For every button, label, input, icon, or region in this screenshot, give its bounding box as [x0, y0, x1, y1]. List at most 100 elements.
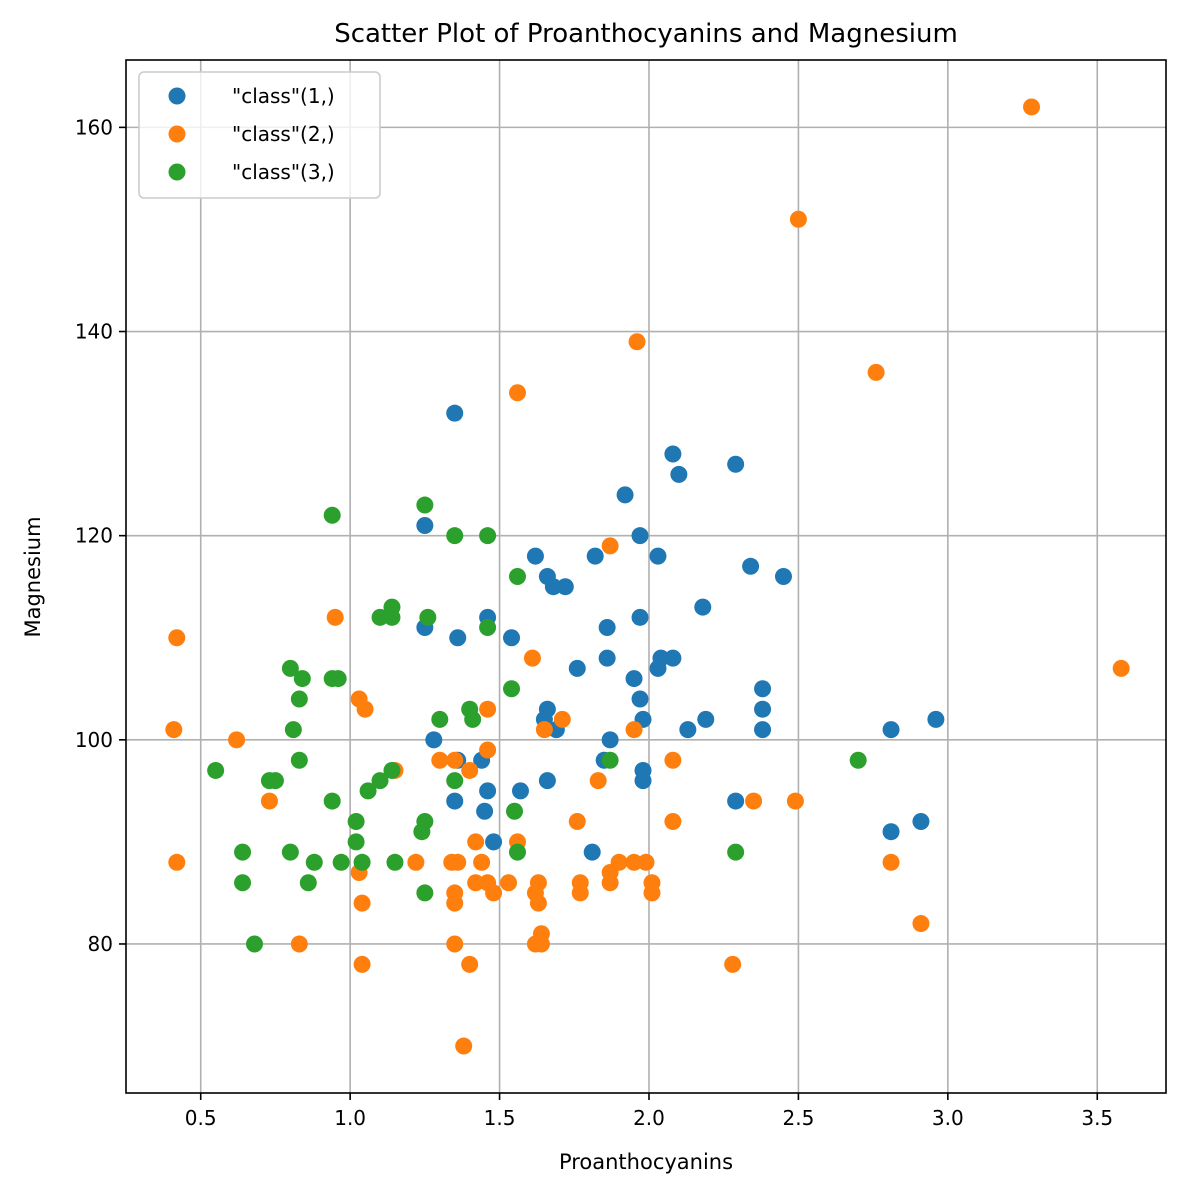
data-point	[882, 721, 900, 739]
data-point	[503, 629, 521, 647]
y-tick-label: 80	[88, 932, 113, 956]
legend-marker	[168, 163, 186, 181]
data-point	[664, 751, 682, 769]
x-tick-label: 3.0	[932, 1106, 964, 1130]
data-point	[290, 690, 308, 708]
data-point	[786, 792, 804, 810]
data-point	[281, 843, 299, 861]
data-point	[754, 680, 772, 698]
data-point	[353, 894, 371, 912]
x-tick-label: 1.5	[484, 1106, 516, 1130]
data-point	[628, 333, 646, 351]
data-point	[431, 710, 449, 728]
data-point	[634, 761, 652, 779]
data-point	[511, 782, 529, 800]
data-point	[849, 751, 867, 769]
data-point	[506, 802, 524, 820]
data-point	[598, 619, 616, 637]
data-point	[529, 894, 547, 912]
data-point	[446, 935, 464, 953]
data-point	[664, 812, 682, 830]
data-point	[305, 853, 323, 871]
data-point	[643, 884, 661, 902]
data-point	[601, 537, 619, 555]
data-point	[583, 843, 601, 861]
data-point	[508, 843, 526, 861]
data-point	[299, 874, 317, 892]
data-point	[535, 721, 553, 739]
data-point	[479, 741, 497, 759]
data-point	[356, 700, 374, 718]
series-class-3	[207, 496, 867, 953]
data-point	[234, 843, 252, 861]
data-point	[523, 649, 541, 667]
data-point	[724, 955, 742, 973]
data-point	[479, 700, 497, 718]
data-point	[774, 568, 792, 585]
data-point	[386, 853, 404, 871]
data-point	[601, 751, 619, 769]
data-point	[485, 884, 503, 902]
data-point	[165, 721, 183, 739]
data-point	[553, 710, 571, 728]
data-point	[234, 874, 252, 892]
data-point	[631, 527, 649, 545]
data-point	[568, 812, 586, 830]
data-point	[867, 363, 885, 381]
data-point	[1023, 98, 1041, 116]
y-tick-label: 120	[75, 524, 113, 548]
data-point	[601, 731, 619, 749]
data-point	[284, 721, 302, 739]
data-point	[419, 608, 437, 626]
data-point	[326, 608, 344, 626]
data-point	[467, 833, 485, 851]
data-point	[476, 802, 494, 820]
data-point	[416, 516, 434, 534]
data-point	[347, 833, 365, 851]
legend-label: "class"(2,)	[232, 122, 335, 146]
data-point	[664, 649, 682, 667]
data-point	[449, 629, 467, 647]
data-point	[625, 670, 643, 688]
data-point	[882, 853, 900, 871]
data-point	[508, 384, 526, 402]
data-point	[207, 761, 225, 779]
data-point	[407, 853, 425, 871]
data-point	[293, 670, 311, 688]
data-point	[568, 659, 586, 677]
data-point	[625, 721, 643, 739]
data-point	[664, 445, 682, 463]
data-point	[446, 772, 464, 790]
data-point	[538, 772, 556, 790]
y-tick-label: 160	[75, 115, 113, 139]
data-point	[446, 527, 464, 545]
data-point	[485, 833, 503, 851]
data-point	[789, 210, 807, 228]
data-point	[323, 506, 341, 524]
x-axis-label: Proanthocyanins	[559, 1150, 733, 1174]
data-point	[353, 955, 371, 973]
data-point	[479, 782, 497, 800]
data-point	[538, 568, 556, 585]
data-point	[637, 853, 655, 871]
data-point	[694, 598, 712, 616]
data-point	[347, 812, 365, 830]
data-point	[446, 404, 464, 422]
data-point	[631, 690, 649, 708]
data-point	[912, 915, 930, 933]
data-point	[371, 608, 389, 626]
data-point	[727, 455, 745, 473]
data-point	[359, 782, 377, 800]
data-point	[416, 496, 434, 514]
chart-title: Scatter Plot of Proanthocyanins and Magn…	[334, 19, 958, 49]
legend-marker	[168, 125, 186, 143]
legend-label: "class"(1,)	[232, 84, 335, 108]
data-point	[616, 486, 634, 504]
data-point	[479, 619, 497, 637]
data-point	[882, 823, 900, 841]
x-tick-label: 2.5	[783, 1106, 815, 1130]
data-point	[526, 547, 544, 565]
data-points	[165, 98, 1130, 1055]
data-point	[383, 608, 401, 626]
x-tick-label: 3.5	[1081, 1106, 1113, 1130]
